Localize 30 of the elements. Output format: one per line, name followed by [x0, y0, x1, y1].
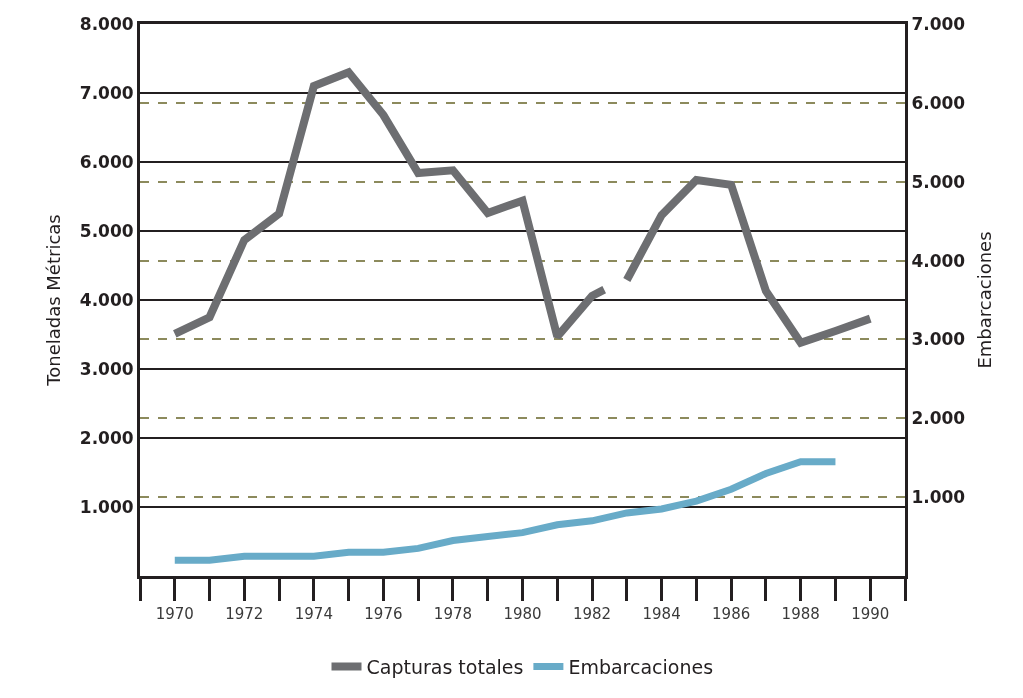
- legend-label: Embarcaciones: [568, 656, 714, 679]
- x-tick-label: 1972: [225, 605, 264, 623]
- x-tick-label: 1990: [851, 605, 890, 623]
- y2-tick-label: 7.000: [911, 13, 966, 34]
- x-tick-label: 1976: [364, 605, 403, 623]
- y-tick-label: 2.000: [79, 427, 134, 448]
- x-tick-label: 1974: [294, 605, 333, 623]
- legend-label: Capturas totales: [366, 656, 524, 679]
- y-tick-label: 5.000: [79, 220, 134, 241]
- y2-tick-label: 4.000: [911, 250, 966, 271]
- x-tick-label: 1984: [642, 605, 681, 623]
- x-tick-label: 1982: [572, 605, 612, 623]
- y-tick-label: 6.000: [79, 151, 134, 172]
- y2-tick-label: 3.000: [911, 329, 966, 350]
- y2-tick-label: 1.000: [911, 487, 966, 508]
- y2-tick-label: 2.000: [911, 408, 966, 429]
- x-tick-label: 1986: [712, 605, 751, 623]
- y2-tick-label: 5.000: [911, 171, 966, 192]
- x-tick-label: 1988: [781, 605, 820, 623]
- y2-tick-label: 6.000: [911, 92, 966, 113]
- y-tick-label: 8.000: [79, 13, 134, 34]
- y2-axis-title: Embarcaciones: [974, 231, 996, 369]
- x-tick-label: 1978: [433, 605, 473, 623]
- y-axis-title: Toneladas Métricas: [43, 214, 65, 387]
- y-tick-label: 3.000: [79, 358, 134, 379]
- y-tick-label: 1.000: [79, 496, 134, 517]
- y-tick-label: 7.000: [79, 82, 134, 103]
- x-tick-label: 1970: [155, 605, 194, 623]
- y-tick-label: 4.000: [79, 289, 134, 310]
- x-tick-label: 1980: [503, 605, 542, 623]
